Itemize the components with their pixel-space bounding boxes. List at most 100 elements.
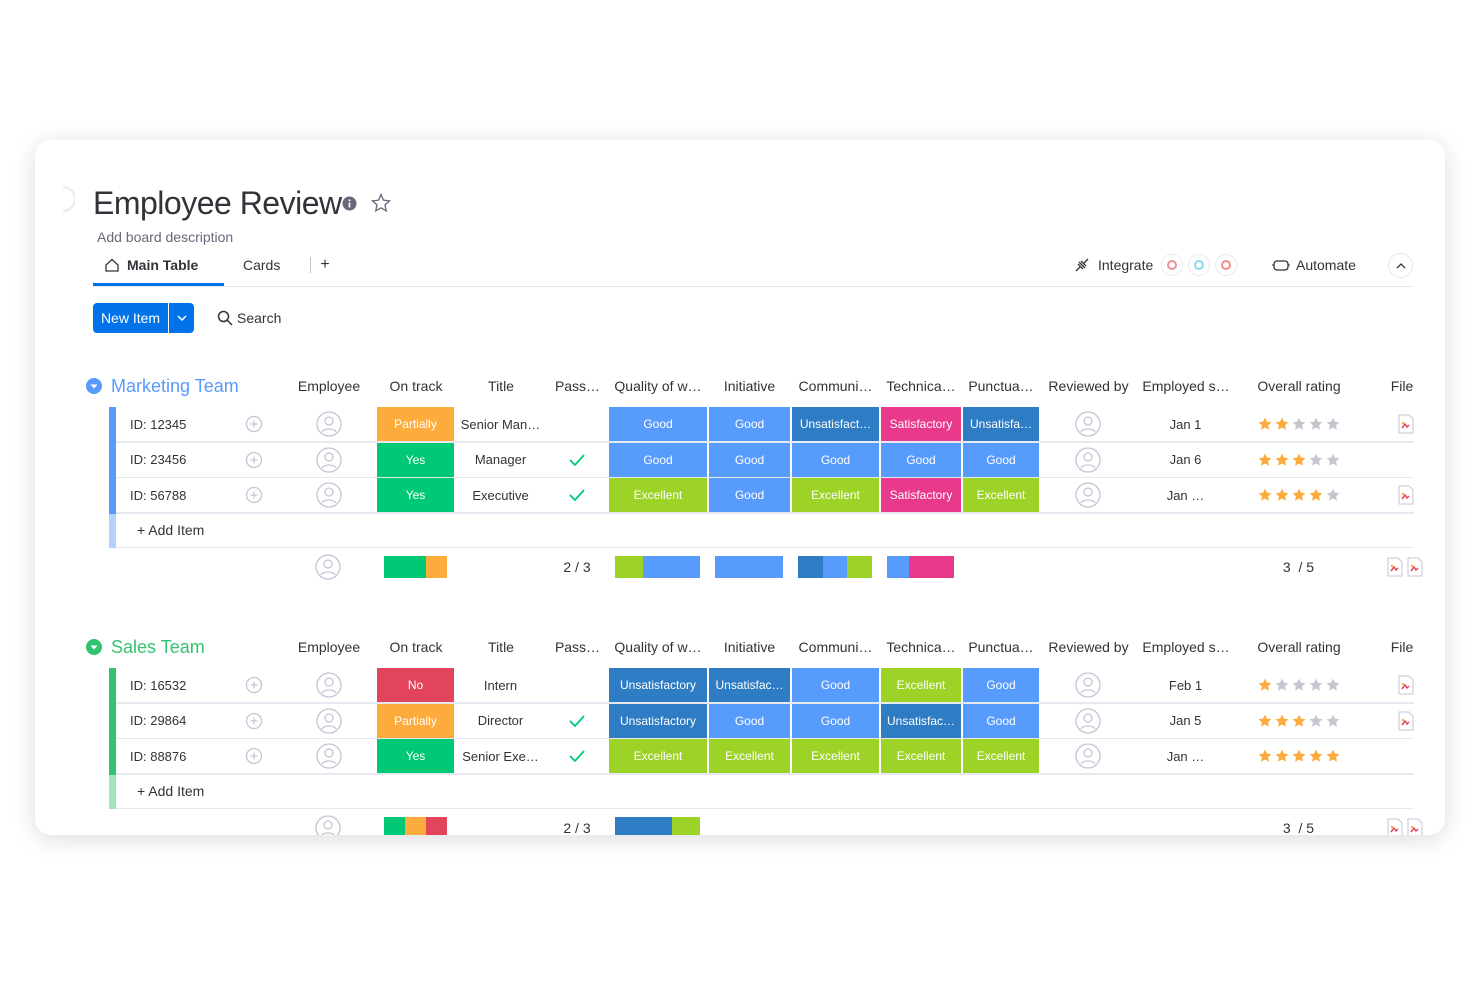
rating-cell[interactable]: Excellent bbox=[791, 739, 879, 773]
rating-cell[interactable]: Good bbox=[708, 442, 790, 477]
add-item[interactable]: + Add Item bbox=[116, 775, 1414, 809]
board-description[interactable]: Add board description bbox=[97, 229, 234, 245]
status-cell[interactable]: Yes bbox=[377, 442, 454, 477]
info-icon[interactable] bbox=[342, 196, 357, 211]
pass-cell[interactable] bbox=[547, 668, 607, 702]
rating-cell[interactable]: Unsatisfa… bbox=[962, 407, 1039, 441]
group-toggle[interactable] bbox=[86, 378, 102, 394]
file-cell[interactable] bbox=[1363, 703, 1440, 738]
reviewer-cell[interactable] bbox=[1040, 739, 1136, 773]
rating-cell[interactable]: Good bbox=[608, 407, 707, 441]
rating-cell[interactable]: Unsatisfactory bbox=[608, 703, 707, 738]
employee-cell[interactable] bbox=[281, 478, 376, 512]
rating-cell[interactable]: Excellent bbox=[962, 478, 1039, 512]
rating-cell[interactable]: Good bbox=[608, 442, 707, 477]
file-cell[interactable] bbox=[1363, 478, 1440, 512]
rating-cell[interactable]: Unsatisfactory bbox=[608, 668, 707, 702]
rating-stars[interactable] bbox=[1235, 478, 1362, 512]
rating-cell[interactable]: Satisfactory bbox=[880, 478, 961, 512]
pass-cell[interactable] bbox=[547, 407, 607, 441]
rating-cell[interactable]: Satisfactory bbox=[880, 407, 961, 441]
group-name[interactable]: Sales Team bbox=[111, 636, 205, 657]
date-cell[interactable]: Jan 6 bbox=[1137, 442, 1234, 477]
rating-cell[interactable]: Good bbox=[708, 703, 790, 738]
title-cell[interactable]: Director bbox=[455, 703, 546, 738]
reviewer-cell[interactable] bbox=[1040, 407, 1136, 441]
rating-cell[interactable]: Good bbox=[791, 703, 879, 738]
date-cell[interactable]: Feb 1 bbox=[1137, 668, 1234, 702]
title-cell[interactable]: Executive bbox=[455, 478, 546, 512]
reviewer-cell[interactable] bbox=[1040, 703, 1136, 738]
collapse-button[interactable] bbox=[1388, 253, 1413, 278]
search-button[interactable]: Search bbox=[237, 310, 282, 326]
rating-cell[interactable]: Good bbox=[708, 478, 790, 512]
pass-cell[interactable] bbox=[547, 478, 607, 512]
tab[interactable]: Cards bbox=[243, 257, 281, 273]
comment-icon[interactable] bbox=[245, 415, 263, 433]
file-cell[interactable] bbox=[1363, 442, 1440, 477]
pass-cell[interactable] bbox=[547, 739, 607, 773]
status-cell[interactable]: Partially bbox=[377, 407, 454, 441]
file-cell[interactable] bbox=[1363, 407, 1440, 441]
status-cell[interactable]: No bbox=[377, 668, 454, 702]
pass-cell[interactable] bbox=[547, 442, 607, 477]
rating-cell[interactable]: Good bbox=[962, 668, 1039, 702]
rating-cell[interactable]: Unsatisfac… bbox=[708, 668, 790, 702]
status-cell[interactable]: Partially bbox=[377, 703, 454, 738]
add-item[interactable]: + Add Item bbox=[116, 514, 1414, 548]
date-cell[interactable]: Jan … bbox=[1137, 739, 1234, 773]
comment-icon[interactable] bbox=[245, 486, 263, 504]
new-item-button[interactable]: New Item bbox=[93, 303, 168, 333]
employee-cell[interactable] bbox=[281, 668, 376, 702]
group-toggle[interactable] bbox=[86, 639, 102, 655]
date-cell[interactable]: Jan 1 bbox=[1137, 407, 1234, 441]
comment-icon[interactable] bbox=[245, 451, 263, 469]
new-item-dropdown[interactable] bbox=[169, 303, 194, 333]
rating-stars[interactable] bbox=[1235, 442, 1362, 477]
rating-cell[interactable]: Excellent bbox=[962, 739, 1039, 773]
rating-cell[interactable]: Good bbox=[791, 668, 879, 702]
rating-cell[interactable]: Excellent bbox=[791, 478, 879, 512]
rating-cell[interactable]: Good bbox=[962, 703, 1039, 738]
rating-cell[interactable]: Excellent bbox=[880, 739, 961, 773]
comment-icon[interactable] bbox=[245, 747, 263, 765]
group-name[interactable]: Marketing Team bbox=[111, 375, 239, 396]
date-cell[interactable]: Jan … bbox=[1137, 478, 1234, 512]
tab[interactable]: Main Table bbox=[127, 257, 199, 273]
rating-cell[interactable]: Excellent bbox=[608, 739, 707, 773]
item-name[interactable]: ID: 88876 bbox=[116, 739, 280, 773]
rating-stars[interactable] bbox=[1235, 739, 1362, 773]
rating-cell[interactable]: Good bbox=[708, 407, 790, 441]
rating-cell[interactable]: Good bbox=[791, 442, 879, 477]
employee-cell[interactable] bbox=[281, 739, 376, 773]
title-cell[interactable]: Senior Man… bbox=[455, 407, 546, 441]
title-cell[interactable]: Senior Exe… bbox=[455, 739, 546, 773]
integrate-button[interactable]: Integrate bbox=[1098, 257, 1154, 273]
reviewer-cell[interactable] bbox=[1040, 478, 1136, 512]
title-cell[interactable]: Intern bbox=[455, 668, 546, 702]
employee-cell[interactable] bbox=[281, 407, 376, 441]
rating-cell[interactable]: Unsatisfac… bbox=[880, 703, 961, 738]
add-tab[interactable]: + bbox=[320, 256, 330, 273]
rating-cell[interactable]: Good bbox=[880, 442, 961, 477]
automate-button[interactable]: Automate bbox=[1296, 257, 1356, 273]
star-icon[interactable] bbox=[371, 193, 391, 213]
status-cell[interactable]: Yes bbox=[377, 478, 454, 512]
rating-cell[interactable]: Excellent bbox=[880, 668, 961, 702]
status-cell[interactable]: Yes bbox=[377, 739, 454, 773]
employee-cell[interactable] bbox=[281, 442, 376, 477]
file-cell[interactable] bbox=[1363, 668, 1440, 702]
file-cell[interactable] bbox=[1363, 739, 1440, 773]
pass-cell[interactable] bbox=[547, 703, 607, 738]
rating-stars[interactable] bbox=[1235, 703, 1362, 738]
comment-icon[interactable] bbox=[245, 676, 263, 694]
comment-icon[interactable] bbox=[245, 712, 263, 730]
item-name[interactable]: ID: 23456 bbox=[116, 442, 280, 477]
title-cell[interactable]: Manager bbox=[455, 442, 546, 477]
rating-cell[interactable]: Unsatisfact… bbox=[791, 407, 879, 441]
rating-cell[interactable]: Good bbox=[962, 442, 1039, 477]
rating-cell[interactable]: Excellent bbox=[708, 739, 790, 773]
reviewer-cell[interactable] bbox=[1040, 442, 1136, 477]
rating-cell[interactable]: Excellent bbox=[608, 478, 707, 512]
rating-stars[interactable] bbox=[1235, 407, 1362, 441]
